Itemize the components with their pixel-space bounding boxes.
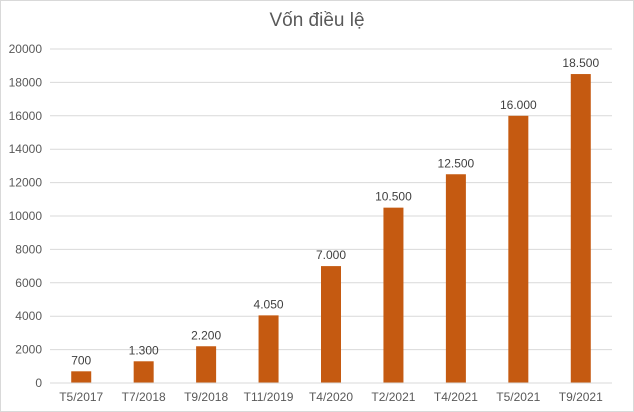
x-tick-label: T7/2018: [122, 390, 166, 404]
bars: [71, 74, 591, 384]
chart-title: Vốn điều lệ: [269, 10, 365, 31]
bar: [570, 74, 591, 384]
bar: [71, 371, 92, 383]
y-tick-label: 20000: [9, 42, 43, 56]
y-tick-label: 14000: [9, 142, 43, 156]
data-label: 7.000: [316, 248, 346, 262]
bar: [508, 115, 529, 384]
bar: [445, 174, 466, 383]
y-tick-label: 8000: [15, 242, 42, 256]
bar: [133, 361, 154, 383]
data-label: 18.500: [562, 56, 599, 70]
y-tick-label: 0: [35, 376, 42, 390]
y-tick-label: 6000: [15, 276, 42, 290]
y-tick-label: 2000: [15, 343, 42, 357]
y-tick-label: 16000: [9, 109, 43, 123]
y-tick-label: 18000: [9, 75, 43, 89]
y-tick-label: 4000: [15, 309, 42, 323]
y-axis-ticks: 0 2000 4000 6000 8000 10000 12000 14000 16000 180…: [9, 42, 43, 390]
x-tick-label: T9/2018: [184, 390, 228, 404]
x-tick-label: T9/2021: [559, 390, 603, 404]
x-tick-label: T4/2021: [434, 390, 478, 404]
bar: [383, 207, 404, 383]
x-tick-label: T5/2021: [496, 390, 540, 404]
bar: [258, 315, 279, 383]
data-labels: 700 1.300 2.200 4.050 7.000 10.500 12.500 16.00…: [71, 56, 599, 367]
x-tick-label: T4/2020: [309, 390, 353, 404]
data-label: 4.050: [254, 297, 284, 311]
data-label: 10.500: [375, 190, 412, 204]
data-label: 12.500: [438, 156, 475, 170]
bar: [196, 346, 217, 383]
data-label: 700: [71, 353, 91, 367]
x-axis-ticks: T5/2017 T7/2018 T9/2018 T11/2019 T4/2020 T2/2…: [59, 390, 603, 404]
x-tick-label: T2/2021: [371, 390, 415, 404]
x-tick-label: T11/2019: [244, 390, 294, 404]
x-tick-label: T5/2017: [59, 390, 103, 404]
bar: [321, 266, 341, 383]
y-tick-label: 12000: [9, 176, 43, 190]
data-label: 16.000: [500, 98, 537, 112]
y-tick-label: 10000: [9, 209, 43, 223]
data-label: 2.200: [191, 328, 221, 342]
data-label: 1.300: [129, 343, 159, 357]
